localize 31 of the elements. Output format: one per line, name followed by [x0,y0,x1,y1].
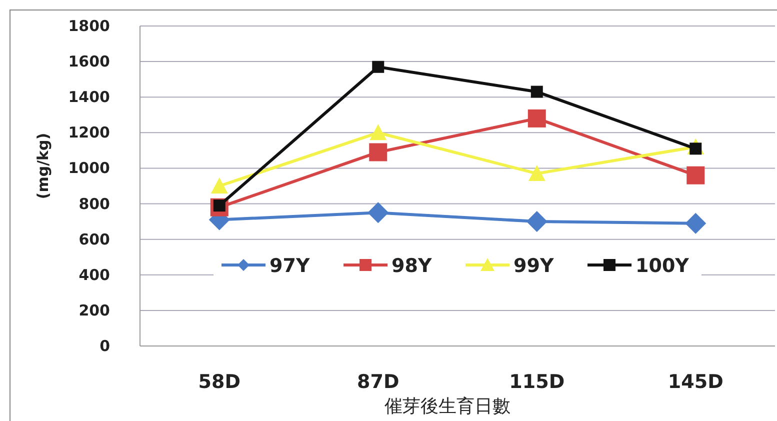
point [369,143,388,162]
x-tick-label: 145D [668,371,724,393]
x-axis-title: 催芽後生育日數 [384,396,510,417]
point [686,166,705,184]
point [530,86,543,98]
point [370,124,387,140]
point [685,212,706,234]
y-tick-label: 1200 [68,124,110,142]
y-tick-label: 600 [78,230,110,248]
y-tick-label: 0 [100,337,110,355]
point [372,60,384,73]
point [368,202,389,224]
point [528,165,546,182]
y-tick-label: 1600 [68,52,110,71]
y-tick-label: 1400 [68,88,110,106]
x-tick-label: 58D [198,371,240,393]
y-tick-label: 800 [78,194,110,213]
y-axis-title: (mg/kg) [34,132,52,200]
point [210,178,228,194]
y-tick-label: 200 [78,301,110,320]
legend-label: 98Y [392,255,432,277]
y-tick-label: 1800 [68,17,110,35]
x-tick-label: 115D [509,371,565,393]
y-tick-label: 400 [78,266,110,284]
y-tick-label: 1000 [68,159,110,178]
legend-label: 100Y [636,255,690,277]
legend-label: 99Y [514,255,554,277]
legend-label: 97Y [270,255,310,277]
point [528,109,546,128]
x-tick-label: 87D [357,371,400,393]
point [526,211,548,232]
